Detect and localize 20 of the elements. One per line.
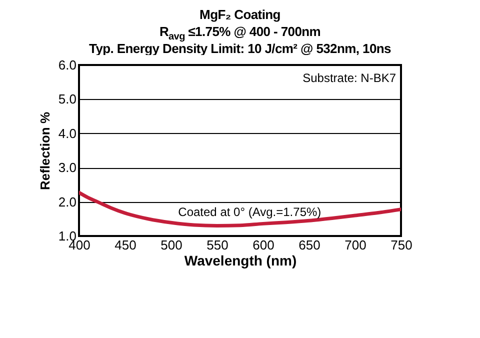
y-tick-label: 2.0 [58, 194, 76, 210]
text: Typ. Energy Density Limit: 10 J/cm² @ 532nm, 10ns [88, 41, 392, 57]
y-tick-label: 3.0 [58, 160, 76, 176]
x-tick-label: 550 [206, 238, 228, 252]
y-tick-label: 5.0 [58, 92, 76, 107]
annotation: Coated at 0° (Avg.=1.75%) [178, 205, 322, 219]
x-tick-label: 750 [390, 238, 412, 252]
y-tick-label: 6.0 [58, 58, 76, 72]
chart-title: MgF₂ Coating [198, 6, 282, 23]
x-axis-title: Wavelength (nm) [184, 252, 297, 268]
chart-subtitle: R$_{avg}$ ≤1.75% @ 400 - 700nm [158, 23, 322, 43]
x-tick-label: 450 [114, 238, 136, 252]
x-tick-label: 500 [160, 238, 182, 252]
y-tick-label: 4.0 [58, 126, 76, 141]
line-series [79, 190, 401, 228]
x-tick-label: 600 [252, 238, 274, 252]
annotation: Substrate: N-BK7 [302, 71, 396, 85]
y-axis-title: Reflection % [37, 112, 52, 190]
x-tick-label: 700 [344, 238, 366, 252]
x-tick-label: 650 [298, 238, 320, 252]
